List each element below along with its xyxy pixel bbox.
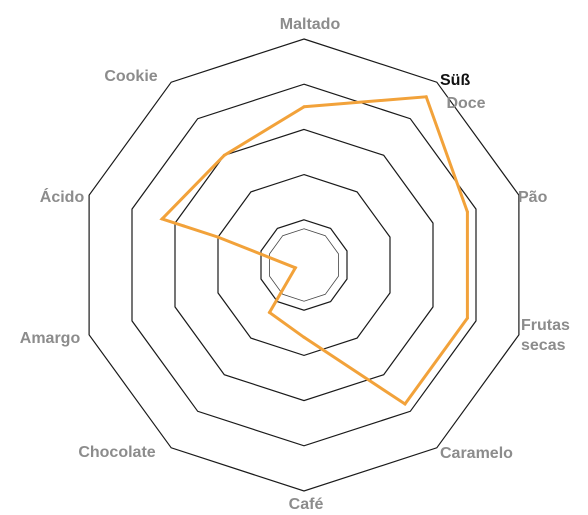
data-point bbox=[302, 335, 306, 339]
data-point bbox=[424, 95, 428, 99]
axis-label-8: Ácido bbox=[40, 187, 85, 206]
grid-ring-2 bbox=[217, 173, 391, 357]
grid-ring-3 bbox=[174, 128, 434, 402]
data-point bbox=[216, 235, 220, 239]
axis-label-7: Amargo bbox=[20, 330, 81, 347]
data-point bbox=[293, 266, 297, 270]
axis-label-3: Frutas secas bbox=[521, 317, 570, 354]
axis-label-2: Pão bbox=[518, 189, 548, 206]
data-point bbox=[160, 217, 164, 221]
data-point bbox=[465, 210, 469, 214]
axis-label-9: Cookie bbox=[104, 68, 157, 85]
grid-ring-inner bbox=[269, 228, 339, 302]
data-point bbox=[268, 311, 271, 314]
series-line bbox=[159, 95, 469, 407]
data-point bbox=[302, 105, 306, 109]
grid-ring-5 bbox=[88, 38, 520, 492]
data-point bbox=[403, 402, 407, 406]
grid-ring-4 bbox=[131, 83, 477, 447]
grid-ring-1 bbox=[260, 219, 348, 311]
axis-label-4: Caramelo bbox=[440, 445, 513, 462]
axis-label-0: Maltado bbox=[280, 16, 341, 33]
axis-label-1: Doce bbox=[446, 95, 485, 112]
axis-label-5: Café bbox=[289, 496, 324, 513]
data-point bbox=[465, 316, 469, 320]
data-point bbox=[222, 153, 226, 157]
axis-label-6: Chocolate bbox=[78, 444, 155, 461]
data-point bbox=[182, 224, 186, 228]
overlay-label: Süß bbox=[440, 72, 470, 89]
